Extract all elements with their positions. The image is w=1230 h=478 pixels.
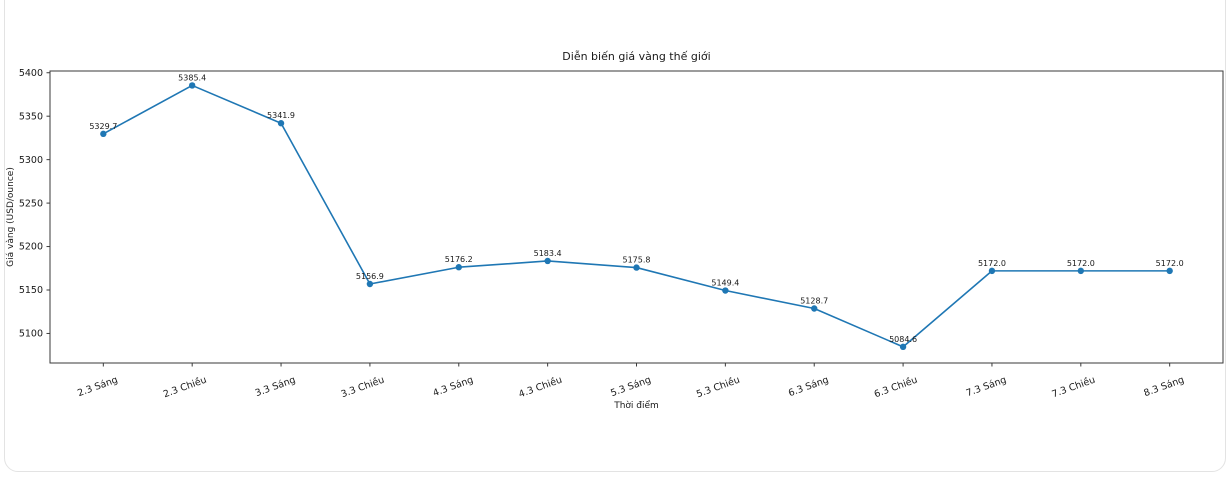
y-tick-label: 5100 [19,329,43,340]
x-tick-label: 2.3 Sáng [76,374,119,399]
y-tick-label: 5400 [19,68,43,79]
data-point [633,264,640,271]
data-point-label: 5172.0 [1156,259,1184,268]
x-tick-label: 6.3 Chiều [873,374,919,400]
data-point [988,267,996,275]
x-tick-label: 4.3 Chiều [517,374,563,400]
y-tick-label: 5150 [19,285,43,296]
price-line [102,84,1171,348]
x-tick-label: 7.3 Sáng [965,374,1008,399]
data-point-label: 5172.0 [1067,259,1095,268]
x-tick-label: 5.3 Chiều [695,374,741,400]
data-point [100,130,107,138]
x-tick-label: 6.3 Sáng [787,374,830,399]
data-point-label: 5183.4 [534,249,562,258]
data-point [722,287,729,294]
plot-spines [49,70,1224,364]
x-tick-label: 8.3 Sáng [1142,374,1185,399]
data-point-label: 5176.2 [445,255,473,264]
chart-card [4,0,1226,472]
data-point [366,280,374,288]
data-point-label: 5329.7 [89,122,117,131]
data-point-label: 5084.6 [889,335,917,344]
data-point [811,305,818,312]
data-point-label: 5156.9 [356,272,384,281]
data-point-label: 5175.8 [623,256,651,265]
data-point-label: 5385.4 [178,73,206,82]
data-point-label: 5149.4 [711,279,739,288]
x-tick-label: 7.3 Chiều [1051,374,1097,400]
x-tick-label: 3.3 Chiều [340,374,386,400]
x-tick-label: 2.3 Chiều [162,374,208,400]
x-axis-label: Thời điểm [614,401,659,411]
x-axis: 2.3 Sáng 2.3 Chiều 3.3 Sáng 3.3 Chiều 4.3 Sá… [76,363,1186,400]
y-axis: 5100 5150 5200 5250 5300 5350 5400 [19,68,50,340]
x-tick-label: 4.3 Sáng [432,374,475,399]
y-tick-label: 5300 [19,155,43,166]
y-tick-label: 5250 [19,198,43,209]
data-point-label: 5341.9 [267,111,295,120]
data-points: 5329.7 5385.4 5341.9 5156.9 5176.2 5183.4 5175… [89,73,1184,351]
data-point [1077,267,1085,275]
data-point [277,120,285,127]
x-tick-label: 3.3 Sáng [254,374,297,399]
data-point-label: 5128.7 [800,297,828,306]
data-point [455,264,462,271]
chart-title: Diễn biến giá vàng thế giới [562,50,711,63]
data-point-label: 5172.0 [978,259,1006,268]
x-tick-label: 5.3 Sáng [609,374,652,399]
y-tick-label: 5200 [19,242,43,253]
data-point [1166,267,1173,275]
data-point [899,343,907,351]
data-point [188,82,196,89]
y-tick-label: 5350 [19,111,43,122]
data-point [544,257,551,265]
